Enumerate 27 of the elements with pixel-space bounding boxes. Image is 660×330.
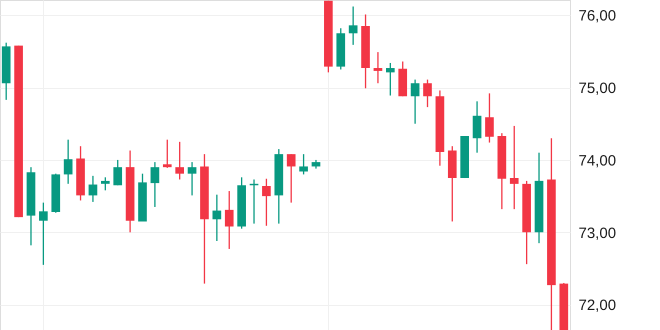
candlestick [299,153,308,176]
candlestick [188,161,196,196]
candlestick [113,159,122,186]
candlestick [423,78,432,108]
y-tick-label: 73,00 [578,224,616,242]
candlestick [224,190,234,250]
candlestick [64,139,72,184]
y-tick-label: 75,00 [578,80,616,98]
candlestick [88,175,98,203]
candlestick [472,100,482,154]
candlestick [386,62,395,96]
candlestick [262,178,271,226]
y-tick-label: 74,00 [578,152,616,170]
candlestick [250,178,258,224]
candlestick [485,92,494,144]
candlestick [39,202,48,266]
y-tick-label: 72,00 [578,297,616,314]
candlestick [510,125,519,210]
candlestick [100,176,110,191]
candlestick [175,141,184,180]
candlestick [212,194,222,242]
candlestick [348,6,358,46]
y-tick-label: 76,00 [578,8,616,25]
candlestick [286,153,296,204]
candlestick [374,51,382,84]
candlestick [410,78,420,124]
candlestick [150,161,160,208]
